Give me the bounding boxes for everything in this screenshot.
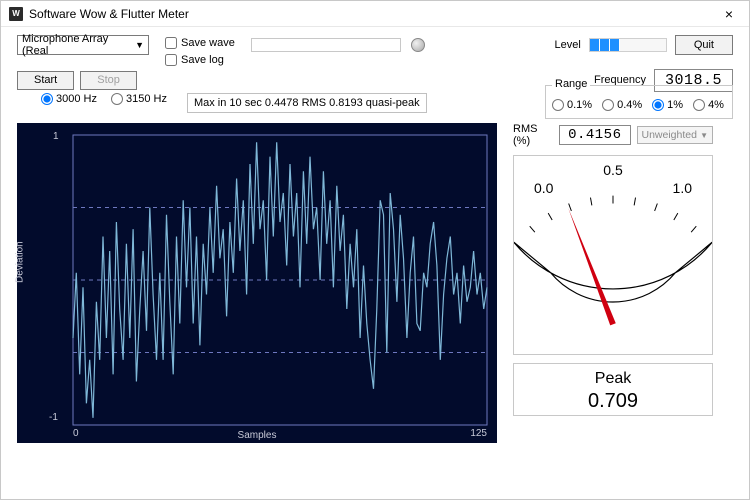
plot-panel: Deviation Samples 1 -1 0 125 xyxy=(17,123,497,443)
row-options: 3000 Hz 3150 Hz Max in 10 sec 0.4478 RMS … xyxy=(17,93,733,117)
quit-button[interactable]: Quit xyxy=(675,35,733,55)
status-led-icon xyxy=(411,38,425,52)
plot-xtick-max: 125 xyxy=(470,428,487,439)
gauge: 0.0 0.5 1.0 xyxy=(513,155,713,355)
peak-readout: Peak 0.709 xyxy=(513,363,713,416)
save-wave-label: Save wave xyxy=(181,37,235,49)
rms-label: RMS (%) xyxy=(513,123,553,147)
range-radio-input[interactable] xyxy=(552,99,564,111)
app-window: W Software Wow & Flutter Meter × Microph… xyxy=(0,0,750,500)
transport-controls: Start Stop xyxy=(17,71,137,90)
level-segment xyxy=(590,39,600,51)
hz-radio-input[interactable] xyxy=(41,93,53,105)
app-icon: W xyxy=(9,7,23,21)
range-label: Range xyxy=(552,78,590,90)
close-icon[interactable]: × xyxy=(717,2,741,26)
level-segment xyxy=(600,39,610,51)
save-log-input[interactable] xyxy=(165,54,177,66)
range-group: Range 0.1%0.4%1%4% xyxy=(545,85,733,119)
stop-label: Stop xyxy=(97,74,120,86)
window-title: Software Wow & Flutter Meter xyxy=(29,7,189,21)
level-label: Level xyxy=(555,39,581,51)
save-log-label: Save log xyxy=(181,54,224,66)
range-radio-label: 0.1% xyxy=(567,99,592,111)
range-radio-input[interactable] xyxy=(693,99,705,111)
quit-label: Quit xyxy=(694,39,714,51)
stop-button[interactable]: Stop xyxy=(80,71,137,90)
input-device-value: Microphone Array (Real xyxy=(22,33,131,57)
input-device-select[interactable]: Microphone Array (Real ▼ xyxy=(17,35,149,55)
hz-radio-label: 3000 Hz xyxy=(56,93,97,105)
plot-xtick-min: 0 xyxy=(73,428,79,439)
deviation-plot: Deviation Samples 1 -1 0 125 xyxy=(17,123,497,443)
chevron-down-icon: ▼ xyxy=(700,131,708,140)
plot-ytick-min: -1 xyxy=(49,412,58,423)
chevron-down-icon: ▼ xyxy=(135,40,144,50)
tone-hz-radios: 3000 Hz 3150 Hz xyxy=(17,93,167,105)
status-readout: Max in 10 sec 0.4478 RMS 0.8193 quasi-pe… xyxy=(187,93,427,113)
range-radio-label: 0.4% xyxy=(617,99,642,111)
range-radio[interactable]: 1% xyxy=(652,99,683,111)
range-radio-input[interactable] xyxy=(602,99,614,111)
hz-radio[interactable]: 3150 Hz xyxy=(111,93,167,105)
hz-radio-label: 3150 Hz xyxy=(126,93,167,105)
progress-slot xyxy=(251,38,401,52)
level-segment xyxy=(610,39,620,51)
weighting-select[interactable]: Unweighted ▼ xyxy=(637,126,714,144)
client-area: Microphone Array (Real ▼ Save wave Save … xyxy=(1,27,749,499)
save-options: Save wave Save log xyxy=(165,35,235,67)
range-radio-input[interactable] xyxy=(652,99,664,111)
plot-svg xyxy=(17,123,497,443)
range-radio[interactable]: 0.4% xyxy=(602,99,642,111)
peak-label: Peak xyxy=(514,370,712,388)
toolbar-right: Level Quit xyxy=(555,35,733,55)
gauge-scale-max: 1.0 xyxy=(673,180,692,196)
gauge-scale-mid: 0.5 xyxy=(603,162,622,178)
plot-y-label: Deviation xyxy=(15,241,26,283)
main-row: Deviation Samples 1 -1 0 125 RMS (%) 0.4… xyxy=(17,123,733,443)
hz-radio[interactable]: 3000 Hz xyxy=(41,93,97,105)
save-wave-checkbox[interactable]: Save wave xyxy=(165,35,235,50)
plot-ytick-max: 1 xyxy=(53,131,59,142)
save-wave-input[interactable] xyxy=(165,37,177,49)
range-radio[interactable]: 0.1% xyxy=(552,99,592,111)
start-label: Start xyxy=(34,74,57,86)
peak-value: 0.709 xyxy=(588,390,638,412)
titlebar: W Software Wow & Flutter Meter × xyxy=(1,1,749,27)
range-radio-label: 4% xyxy=(708,99,724,111)
range-radio[interactable]: 4% xyxy=(693,99,724,111)
right-column: RMS (%) 0.4156 Unweighted ▼ 0.0 0.5 1.0 … xyxy=(513,123,713,443)
rms-value: 0.4156 xyxy=(559,125,630,145)
hz-radio-input[interactable] xyxy=(111,93,123,105)
range-radio-label: 1% xyxy=(667,99,683,111)
toolbar-middle xyxy=(251,35,539,52)
status-text: Max in 10 sec 0.4478 RMS 0.8193 quasi-pe… xyxy=(194,97,420,109)
level-meter xyxy=(589,38,667,52)
plot-x-label: Samples xyxy=(238,430,277,441)
rms-row: RMS (%) 0.4156 Unweighted ▼ xyxy=(513,123,713,147)
weighting-value: Unweighted xyxy=(642,129,697,141)
gauge-scale-min: 0.0 xyxy=(534,180,553,196)
top-row: Microphone Array (Real ▼ Save wave Save … xyxy=(17,35,733,69)
start-button[interactable]: Start xyxy=(17,71,74,90)
save-log-checkbox[interactable]: Save log xyxy=(165,52,235,67)
